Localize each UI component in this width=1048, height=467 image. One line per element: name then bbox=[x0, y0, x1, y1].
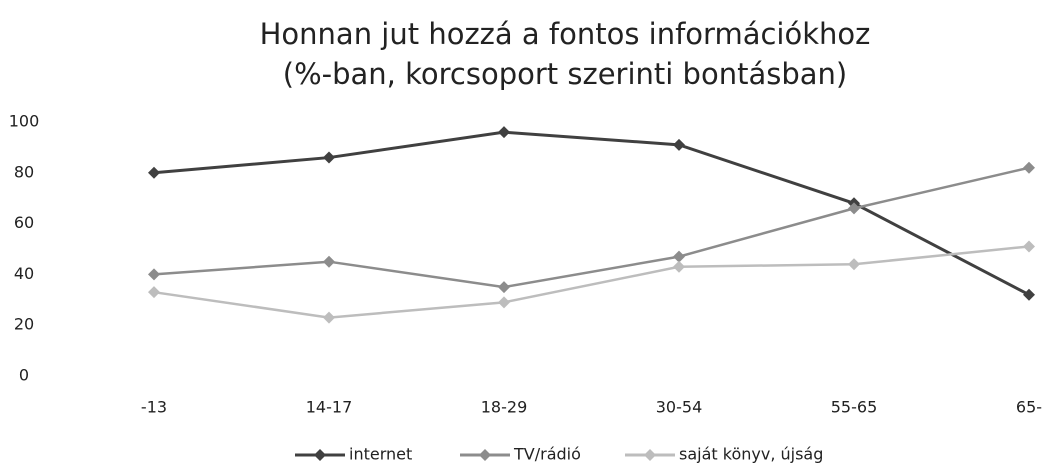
data-point bbox=[498, 296, 510, 309]
y-tick-label: 100 bbox=[9, 112, 40, 131]
data-point bbox=[848, 202, 860, 215]
y-tick-label: 0 bbox=[19, 366, 29, 385]
data-point bbox=[673, 138, 685, 151]
legend-marker bbox=[644, 449, 656, 461]
x-tick-label: 55-65 bbox=[831, 398, 878, 417]
data-point bbox=[1023, 288, 1035, 301]
legend-marker bbox=[479, 449, 491, 461]
x-tick-label: -13 bbox=[141, 398, 167, 417]
data-point bbox=[323, 151, 335, 164]
x-tick-label: 65- bbox=[1016, 398, 1042, 417]
x-tick-label: 18-29 bbox=[481, 398, 528, 417]
legend-marker bbox=[314, 449, 326, 461]
data-point bbox=[848, 258, 860, 271]
y-tick-label: 60 bbox=[14, 213, 34, 232]
legend-label: TV/rádió bbox=[513, 445, 581, 464]
chart-title: Honnan jut hozzá a fontos információkhoz bbox=[260, 17, 871, 51]
data-point bbox=[673, 260, 685, 273]
series-line bbox=[153, 245, 1030, 319]
data-point bbox=[148, 286, 160, 299]
x-tick-label: 14-17 bbox=[306, 398, 353, 417]
data-point bbox=[323, 311, 335, 324]
data-point bbox=[498, 126, 510, 139]
data-point bbox=[1023, 161, 1035, 174]
x-tick-label: 30-54 bbox=[656, 398, 703, 417]
y-tick-label: 40 bbox=[14, 264, 34, 283]
data-point bbox=[498, 281, 510, 294]
chart-title: (%-ban, korcsoport szerinti bontásban) bbox=[283, 57, 847, 91]
data-point bbox=[148, 166, 160, 179]
series-line bbox=[153, 130, 1030, 297]
data-point bbox=[673, 250, 685, 263]
data-point bbox=[323, 255, 335, 268]
series-line bbox=[153, 166, 1030, 289]
data-point bbox=[1023, 240, 1035, 253]
data-point bbox=[148, 268, 160, 281]
y-tick-label: 20 bbox=[14, 315, 34, 334]
y-tick-label: 80 bbox=[14, 162, 34, 181]
legend-label: internet bbox=[349, 445, 412, 464]
legend-label: saját könyv, újság bbox=[679, 445, 823, 464]
